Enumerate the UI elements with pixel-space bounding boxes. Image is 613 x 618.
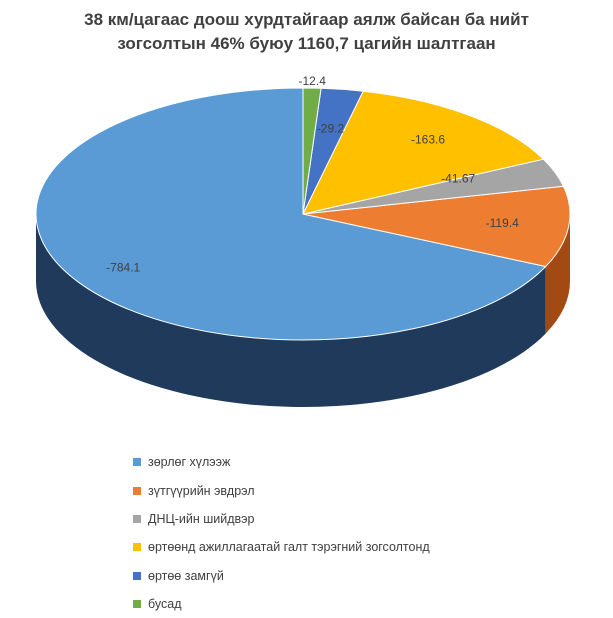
legend-swatch-2 [133,486,141,495]
legend-label-1: зөрлөг хүлээж [148,455,231,470]
legend-label-4: өртөөнд ажиллагаатай галт тэрэгний зогсо… [148,540,430,555]
chart-legend: зөрлөг хүлээж зүтгүүрийн эвдрэл ДНЦ-ийн ши… [133,448,430,618]
pie-side-2 [545,214,570,334]
pie-slice-2 [302,185,571,267]
legend-label-5: өртөө замгүй [148,568,224,583]
legend-swatch-4 [133,543,141,552]
chart-title-line-1: 38 км/цагаас доош хурдтайгаар аялж байса… [84,10,529,29]
pie-slice-6 [302,87,322,215]
legend-swatch-3 [133,514,141,523]
legend-item-4: өртөөнд ажиллагаатай галт тэрэгний зогсо… [133,533,430,561]
data-label-1: -784.1 [106,261,140,275]
pie-sides [36,214,570,407]
data-label-4: -163.6 [411,132,445,146]
legend-swatch-1 [133,458,141,467]
pie-side-1 [36,214,546,407]
legend-swatch-5 [133,571,141,580]
legend-item-6: бусад [133,590,430,618]
legend-label-3: ДНЦ-ийн шийдвэр [148,511,255,526]
chart-title: 38 км/цагаас доош хурдтайгаар аялж байса… [0,8,613,56]
data-label-5: -29.2 [317,121,345,135]
legend-item-5: өртөө замгүй [133,562,430,590]
legend-label-6: бусад [148,597,182,612]
legend-item-2: зүтгүүрийн эвдрэл [133,476,430,504]
pie-tops [35,87,571,341]
data-label-3: -41.67 [441,171,475,185]
data-label-2: -119.4 [486,216,519,230]
chart-title-line-2: зогсолтын 46% буюу 1160,7 цагийн шалтгаа… [117,34,496,53]
legend-label-2: зүтгүүрийн эвдрэл [148,483,255,498]
legend-swatch-6 [133,600,141,609]
legend-item-3: ДНЦ-ийн шийдвэр [133,505,430,533]
pie-data-labels: -784.1 -119.4 -41.67 -163.6 -29.2 -12.4 [106,74,519,275]
legend-item-1: зөрлөг хүлээж [133,448,430,476]
pie-slice-1 [35,87,547,341]
data-label-6: -12.4 [299,74,327,88]
pie-slice-4 [302,90,544,215]
